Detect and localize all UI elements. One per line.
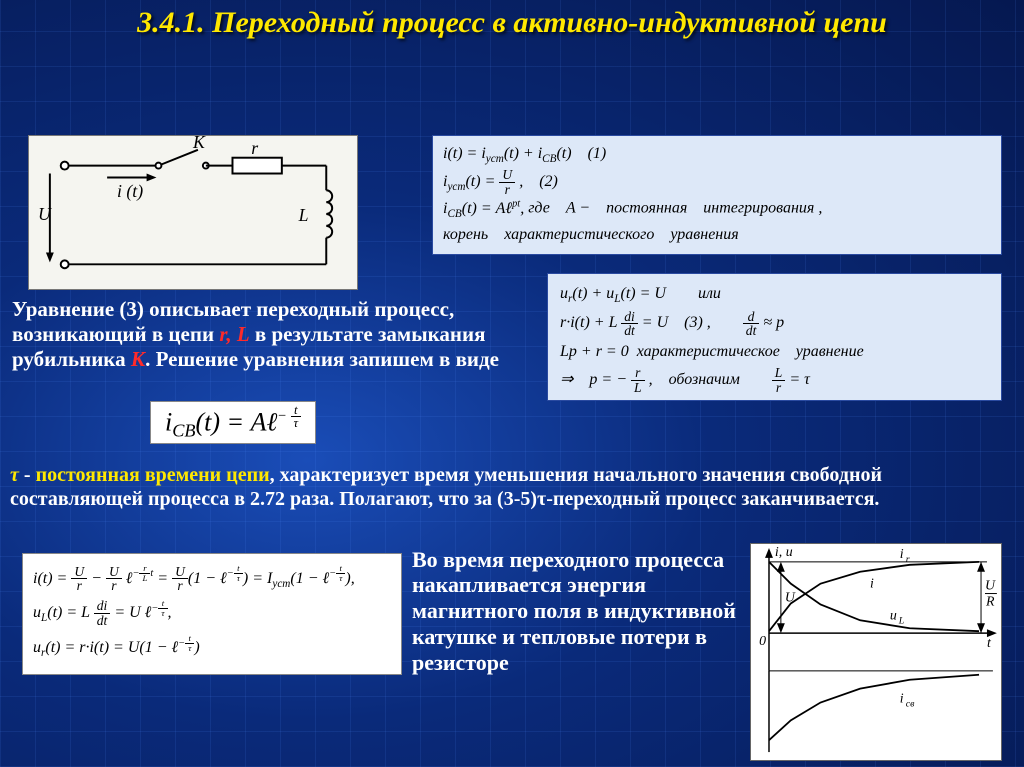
circuit-label-i: i (t): [117, 181, 143, 201]
circuit-label-L: L: [298, 204, 309, 224]
eq1-line2: iуст(t) = Ur , (2): [443, 168, 991, 196]
svg-text:U: U: [785, 590, 796, 605]
circuit-label-K: K: [192, 136, 206, 152]
svg-text:i: i: [900, 691, 904, 706]
svg-text:R: R: [985, 594, 995, 609]
transient-graph: i, uiriuLUUR0tiсв: [750, 543, 1002, 761]
equation-box-2: ur(t) + uL(t) = U или r·i(t) + L didt = …: [547, 273, 1002, 402]
svg-text:св: св: [906, 698, 915, 709]
svg-text:0: 0: [759, 634, 766, 649]
eq3-line3: ur(t) = r·i(t) = U(1 − ℓ−tτ): [33, 631, 391, 666]
circuit-label-r: r: [251, 137, 258, 157]
eq1-line4: корень характеристического уравнения: [443, 223, 991, 248]
svg-text:L: L: [898, 615, 905, 626]
eq1-line1: i(t) = iуст(t) + iСВ(t) (1): [443, 142, 991, 169]
paragraph-energy: Во время переходного процесса накапливае…: [412, 547, 740, 677]
paragraph-tau: τ - постоянная времени цепи, характеризу…: [4, 463, 1012, 511]
eq3-line2: uL(t) = L didt = U ℓ−tτ,: [33, 596, 391, 631]
eq2-line2: r·i(t) + L didt = U (3) , ddt ≈ p: [560, 309, 989, 337]
paragraph-eq3-description: Уравнение (3) описывает переходный проце…: [4, 295, 524, 375]
svg-text:r: r: [906, 553, 910, 564]
para1-rl: r, L: [219, 322, 249, 346]
equation-isv: iСВ(t) = Aℓ− tτ: [150, 401, 316, 445]
para1-k: К: [131, 347, 145, 371]
tau-symbol: τ: [10, 464, 19, 486]
tau-term: постоянная времени цепи: [36, 464, 270, 486]
svg-text:t: t: [987, 636, 992, 651]
para1-post: . Решение уравнения запишем в виде: [145, 347, 499, 371]
eq2-line3: Lp + r = 0 характеристическое уравнение: [560, 338, 989, 366]
svg-text:i: i: [900, 546, 904, 561]
eq3-line1: i(t) = Ur − Ur ℓ−rLt = Ur(1 − ℓ−tτ) = Iу…: [33, 562, 391, 597]
slide-title: 3.4.1. Переходный процесс в активно-инду…: [0, 0, 1024, 45]
svg-text:U: U: [985, 578, 996, 593]
circuit-label-U: U: [38, 203, 52, 223]
eq2-line4: ⇒ p = − rL , обозначим Lr = τ: [560, 366, 989, 394]
svg-text:i: i: [870, 576, 874, 591]
eq2-line1: ur(t) + uL(t) = U или: [560, 280, 989, 310]
equation-box-3: i(t) = Ur − Ur ℓ−rLt = Ur(1 − ℓ−tτ) = Iу…: [22, 553, 402, 675]
circuit-diagram: U i (t) K r L: [28, 135, 358, 290]
equation-box-1: i(t) = iуст(t) + iСВ(t) (1) iуст(t) = Ur…: [432, 135, 1002, 256]
svg-text:i, u: i, u: [775, 544, 793, 559]
svg-text:u: u: [890, 608, 897, 623]
tau-lead: -: [19, 464, 36, 486]
eq1-line3: iСВ(t) = Aℓpt, где A − постоянная интегр…: [443, 196, 991, 223]
